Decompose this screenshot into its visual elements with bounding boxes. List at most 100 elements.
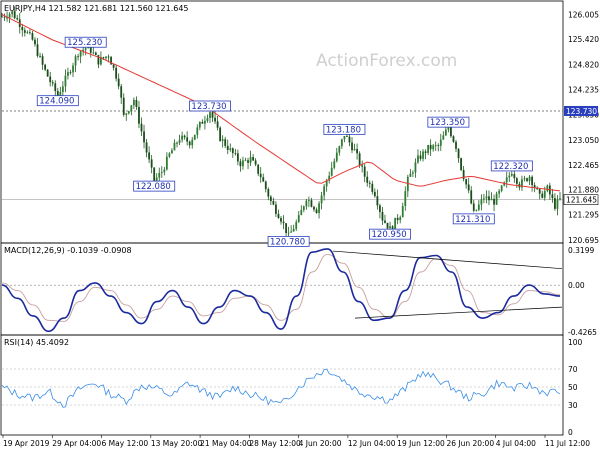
candle-body	[401, 206, 404, 218]
price-label: 125.230	[67, 38, 102, 48]
candle-body	[523, 178, 526, 180]
candle-body	[145, 142, 148, 153]
x-axis: 19 Apr 2019 29 Apr 04:00 6 May 12:00 13 May…	[2, 435, 590, 448]
candle-body	[236, 153, 239, 162]
candle-body	[226, 145, 229, 150]
candle-body	[221, 139, 224, 141]
candle-body	[439, 139, 442, 146]
candle-body	[219, 127, 222, 141]
candle-body	[79, 51, 82, 57]
candle-body	[239, 161, 242, 167]
candle-body	[77, 56, 79, 58]
candle-body	[422, 151, 424, 159]
candle-body	[244, 160, 247, 162]
candle-body	[399, 217, 402, 221]
candle-body	[508, 175, 511, 178]
candle-body	[308, 200, 310, 202]
candle-body	[176, 142, 178, 144]
candle-body	[186, 137, 189, 142]
watermark: ActionForex.com	[316, 51, 457, 71]
candle-body	[384, 220, 386, 223]
candle-body	[257, 164, 260, 174]
candle-body	[333, 161, 336, 168]
candle-body	[313, 206, 315, 210]
price-label-box	[323, 123, 366, 135]
candle-body	[467, 184, 470, 191]
candle-body	[450, 127, 452, 137]
candle-body	[102, 57, 105, 59]
x-tick-label: 21 May 04:00	[200, 439, 252, 448]
candle-body	[262, 177, 265, 182]
candle-body	[404, 191, 407, 207]
price-label: 123.730	[191, 102, 226, 112]
candle-body	[546, 185, 549, 192]
candle-body	[82, 49, 85, 52]
rsi-y-tick-label: 70	[568, 365, 578, 374]
candle-body	[409, 173, 412, 177]
candle-body	[366, 176, 369, 183]
candle-body	[97, 55, 100, 65]
candle-body	[165, 156, 168, 170]
candle-body	[411, 172, 414, 174]
candle-body	[242, 160, 244, 167]
x-tick-label: 26 Jun 20:00	[446, 439, 494, 448]
candle-body	[513, 174, 516, 179]
macd-upper-trendline	[332, 250, 563, 270]
candle-body	[437, 145, 440, 147]
price-label: 120.780	[270, 237, 305, 247]
candle-body	[348, 136, 351, 143]
candle-body	[297, 215, 300, 222]
candle-body	[424, 151, 427, 153]
candle-body	[112, 64, 115, 68]
candle-body	[74, 56, 77, 66]
candle-body	[292, 228, 295, 232]
candle-body	[363, 166, 366, 177]
candle-body	[310, 200, 313, 207]
candle-body	[483, 198, 485, 200]
candle-body	[122, 97, 125, 115]
x-tick-label: 6 May 12:00	[102, 439, 149, 448]
candle-body	[330, 167, 333, 176]
candle-body	[531, 176, 533, 186]
candle-body	[171, 150, 173, 154]
reference-level-marker	[564, 105, 598, 116]
candle-body	[386, 222, 389, 229]
candle-body	[417, 155, 419, 163]
candle-body	[414, 162, 417, 173]
candle-body	[204, 120, 206, 124]
candle-body	[526, 178, 528, 182]
candle-body	[224, 139, 227, 146]
rsi-panel-frame	[0, 334, 564, 436]
candle-body	[54, 83, 57, 92]
candle-body	[163, 169, 166, 173]
candle-body	[211, 112, 214, 118]
candle-body	[23, 30, 26, 33]
candle-body	[379, 205, 381, 212]
candle-body	[277, 213, 280, 219]
candle-body	[351, 142, 353, 151]
candle-body	[394, 217, 397, 230]
candle-body	[216, 121, 219, 128]
price-label: 122.080	[136, 182, 171, 192]
candle-body	[429, 144, 432, 150]
candle-body	[181, 135, 183, 140]
candle-body	[34, 39, 36, 45]
price-y-tick-label: 121.295	[568, 210, 599, 219]
candle-body	[391, 226, 394, 230]
candle-body	[41, 56, 44, 65]
candle-body	[269, 196, 272, 202]
macd-y-tick-label: 0.3199	[568, 246, 594, 255]
price-label: 123.350	[430, 118, 465, 128]
price-title: EURJPY,H4 121.582 121.681 121.560 121.64…	[4, 4, 189, 13]
candle-body	[305, 200, 308, 207]
candle-body	[46, 69, 49, 77]
current-price-box	[563, 194, 599, 205]
rsi-y-tick-label: 0	[568, 428, 573, 437]
price-label: 123.180	[326, 125, 361, 135]
x-tick-label: 13 May 20:00	[151, 439, 203, 448]
candle-body	[455, 141, 457, 149]
candle-body	[475, 209, 478, 211]
candle-body	[295, 221, 298, 229]
candle-body	[538, 189, 541, 194]
candle-body	[168, 153, 171, 157]
